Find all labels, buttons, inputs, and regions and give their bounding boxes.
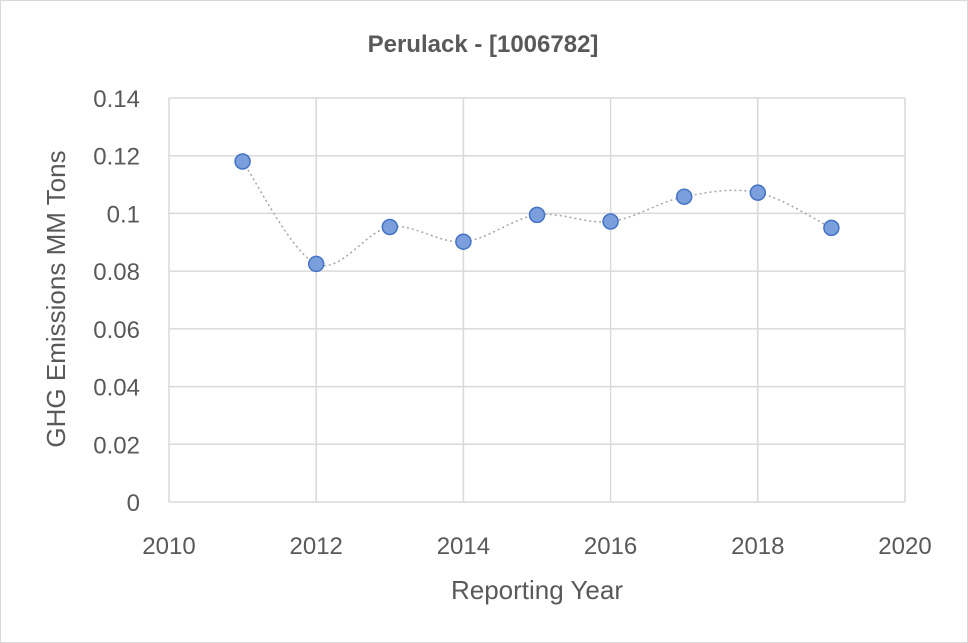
x-tick-labels: 2010 2012 2014 2016 2018 2020 (142, 533, 931, 560)
y-tick-labels: 0 0.02 0.04 0.06 0.08 0.1 0.12 0.14 (93, 86, 140, 517)
x-tick-label: 2012 (290, 533, 343, 560)
y-tick-label: 0.06 (93, 317, 140, 344)
data-point (528, 206, 546, 224)
y-tick-label: 0.08 (93, 259, 140, 286)
x-tick-label: 2010 (142, 533, 195, 560)
gridlines (168, 97, 906, 503)
data-points (234, 153, 840, 273)
x-tick-label: 2016 (584, 533, 637, 560)
y-tick-label: 0.04 (93, 375, 140, 402)
data-point (234, 153, 251, 170)
data-point (307, 255, 325, 273)
x-axis-label: Reporting Year (451, 575, 623, 605)
y-tick-label: 0.14 (93, 86, 140, 113)
x-tick-label: 2014 (437, 533, 490, 560)
y-tick-label: 0.1 (107, 201, 140, 228)
y-tick-label: 0 (127, 490, 140, 517)
data-point (602, 213, 619, 230)
y-axis-label: GHG Emissions MM Tons (41, 150, 71, 447)
data-point (455, 233, 472, 250)
data-point (823, 219, 840, 237)
data-point (749, 184, 767, 201)
y-tick-label: 0.02 (93, 432, 140, 459)
series-line (241, 161, 832, 267)
y-tick-label: 0.12 (93, 144, 140, 171)
x-tick-label: 2018 (731, 533, 784, 560)
x-tick-label: 2020 (878, 533, 931, 560)
chart-title: Perulack - [1006782] (368, 31, 599, 58)
data-point (381, 218, 399, 236)
data-point (675, 188, 693, 205)
